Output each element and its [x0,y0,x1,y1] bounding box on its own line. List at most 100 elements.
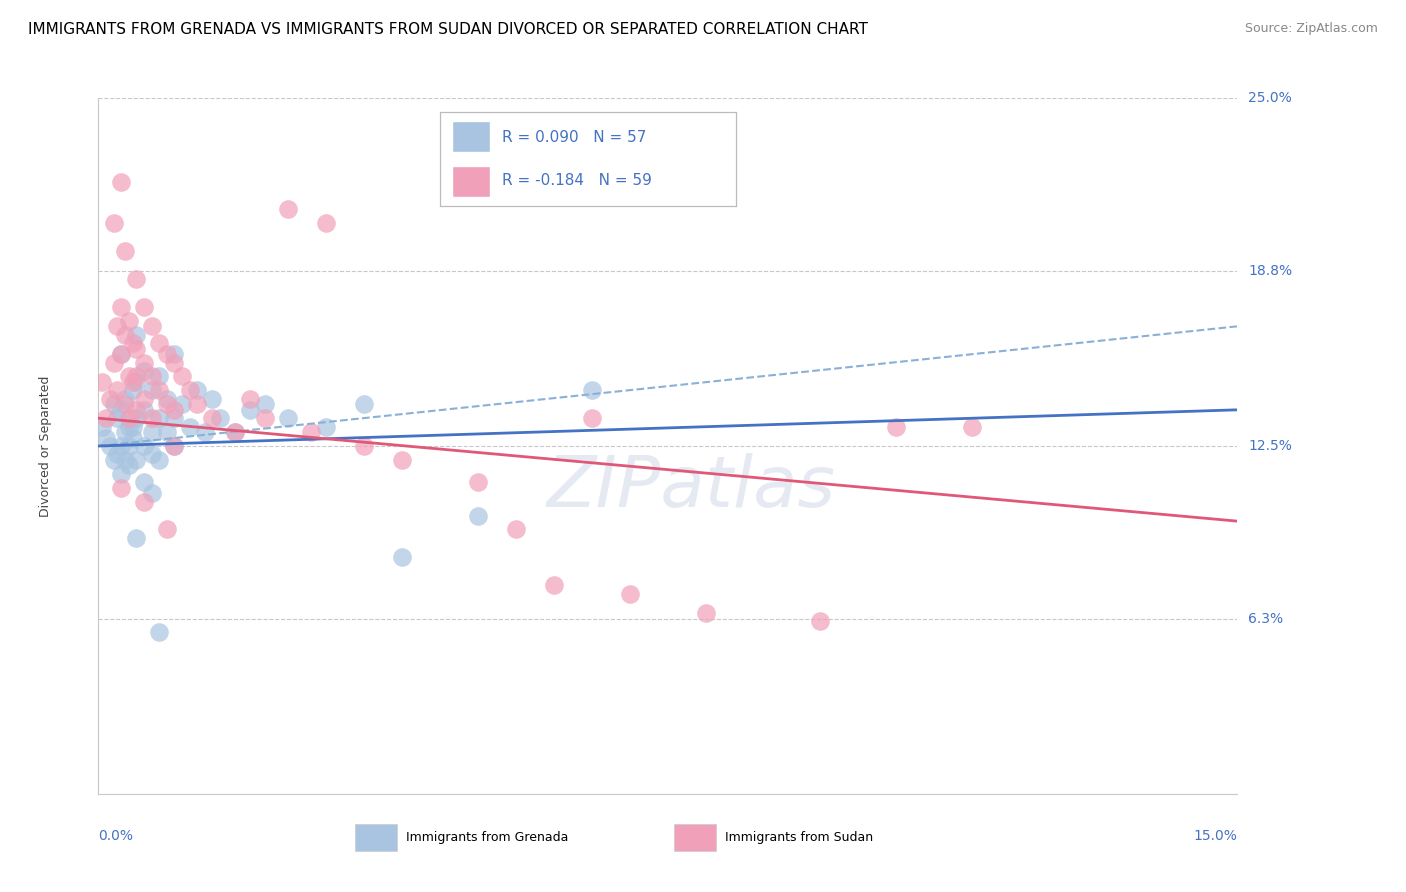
Point [179,419,201,434]
Point [103,355,125,369]
Point [254,411,277,425]
Point [148,453,170,467]
Point [132,364,155,378]
Point [156,523,179,537]
Point [170,369,193,384]
Point [239,392,262,406]
Point [179,384,201,398]
Text: 6.3%: 6.3% [1249,612,1284,625]
Point [299,425,322,439]
Point [110,175,132,189]
Point [277,202,299,217]
Point [186,397,208,411]
Point [110,481,132,495]
Point [118,458,141,473]
Point [201,411,224,425]
Point [224,425,246,439]
Point [125,411,148,425]
Point [118,419,141,434]
Point [884,419,907,434]
Point [118,314,141,328]
Point [224,425,246,439]
Point [110,347,132,361]
Point [353,397,375,411]
Point [163,347,186,361]
Point [125,327,148,342]
Point [141,369,163,384]
Point [132,494,155,508]
Point [91,375,114,389]
Text: 25.0%: 25.0% [1249,91,1292,105]
Point [141,425,163,439]
Point [125,342,148,356]
Point [91,419,114,434]
Point [110,300,132,314]
Text: Source: ZipAtlas.com: Source: ZipAtlas.com [1244,22,1378,36]
Point [125,531,148,545]
Point [103,397,125,411]
Point [695,606,717,620]
Point [110,467,132,481]
Point [148,336,170,351]
Text: 15.0%: 15.0% [1194,829,1237,843]
Point [132,355,155,369]
Point [132,402,155,417]
Text: 18.8%: 18.8% [1249,264,1292,277]
Point [118,439,141,453]
Point [118,369,141,384]
Point [98,439,121,453]
Point [107,384,129,398]
Point [114,397,136,411]
Point [808,615,831,629]
Text: Divorced or Separated: Divorced or Separated [39,376,52,516]
Point [163,411,186,425]
Point [114,453,136,467]
Point [121,384,143,398]
Point [163,439,186,453]
Point [163,439,186,453]
Point [114,327,136,342]
Point [114,392,136,406]
Point [141,486,163,500]
Point [141,447,163,461]
Point [94,431,117,445]
Point [110,347,132,361]
Point [141,319,163,334]
Point [239,402,262,417]
Point [110,439,132,453]
Point [141,384,163,398]
Point [254,397,277,411]
Point [543,578,565,592]
Point [94,411,117,425]
Point [107,411,129,425]
Point [132,475,155,490]
Point [132,392,155,406]
Point [277,411,299,425]
Point [619,586,641,600]
Text: 12.5%: 12.5% [1249,439,1292,453]
Point [148,411,170,425]
Point [194,425,217,439]
Point [125,272,148,286]
Point [125,402,148,417]
Point [107,319,129,334]
Point [156,392,179,406]
Point [114,425,136,439]
Point [156,397,179,411]
Point [103,453,125,467]
Point [353,439,375,453]
Point [391,453,413,467]
Point [103,216,125,230]
Point [125,375,148,389]
Point [118,411,141,425]
Point [121,419,143,434]
Point [141,411,163,425]
Point [467,508,489,523]
Text: 0.0%: 0.0% [98,829,134,843]
Point [148,625,170,640]
Point [156,347,179,361]
Point [467,475,489,490]
Point [581,384,603,398]
Point [121,375,143,389]
Point [132,300,155,314]
